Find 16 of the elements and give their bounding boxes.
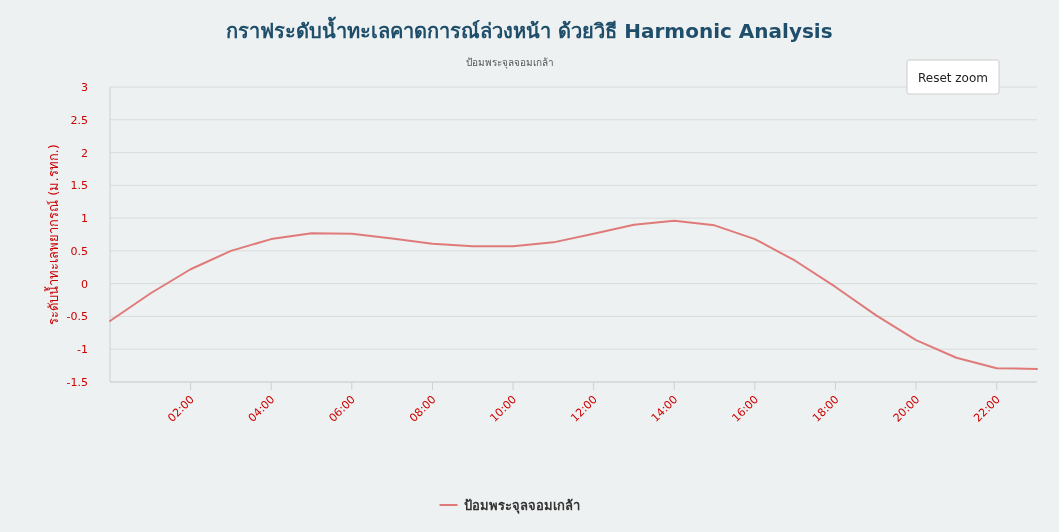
y-tick-label: 1 bbox=[81, 212, 88, 226]
y-tick-label: 0 bbox=[81, 277, 88, 291]
y-axis-title: ระดับน้ำทะเลพยากรณ์ (ม.รทก.) bbox=[44, 144, 61, 325]
y-tick-label: 3 bbox=[81, 81, 88, 94]
text: Reset zoom bbox=[917, 71, 989, 85]
chart-subtitle: ป้อมพระจุลจอมเกล้า bbox=[466, 57, 554, 69]
y-tick-label: 0.5 bbox=[70, 244, 88, 258]
y-tick-label: -1 bbox=[77, 343, 88, 357]
y-tick-label: 2.5 bbox=[70, 113, 88, 127]
y-tick-label: -0.5 bbox=[66, 310, 88, 324]
chart-title: กราฟระดับน้ำทะเลคาดการณ์ล่วงหน้า ด้วยวิธี Harmonic Analysis bbox=[226, 16, 833, 43]
y-tick-label: 1.5 bbox=[70, 179, 88, 193]
y-tick-label: 2 bbox=[81, 146, 88, 160]
line-series bbox=[109, 219, 1038, 370]
legend-label: ป้อมพระจุลจอมเกล้า bbox=[463, 498, 580, 514]
y-tick-label: -1.5 bbox=[66, 376, 88, 389]
